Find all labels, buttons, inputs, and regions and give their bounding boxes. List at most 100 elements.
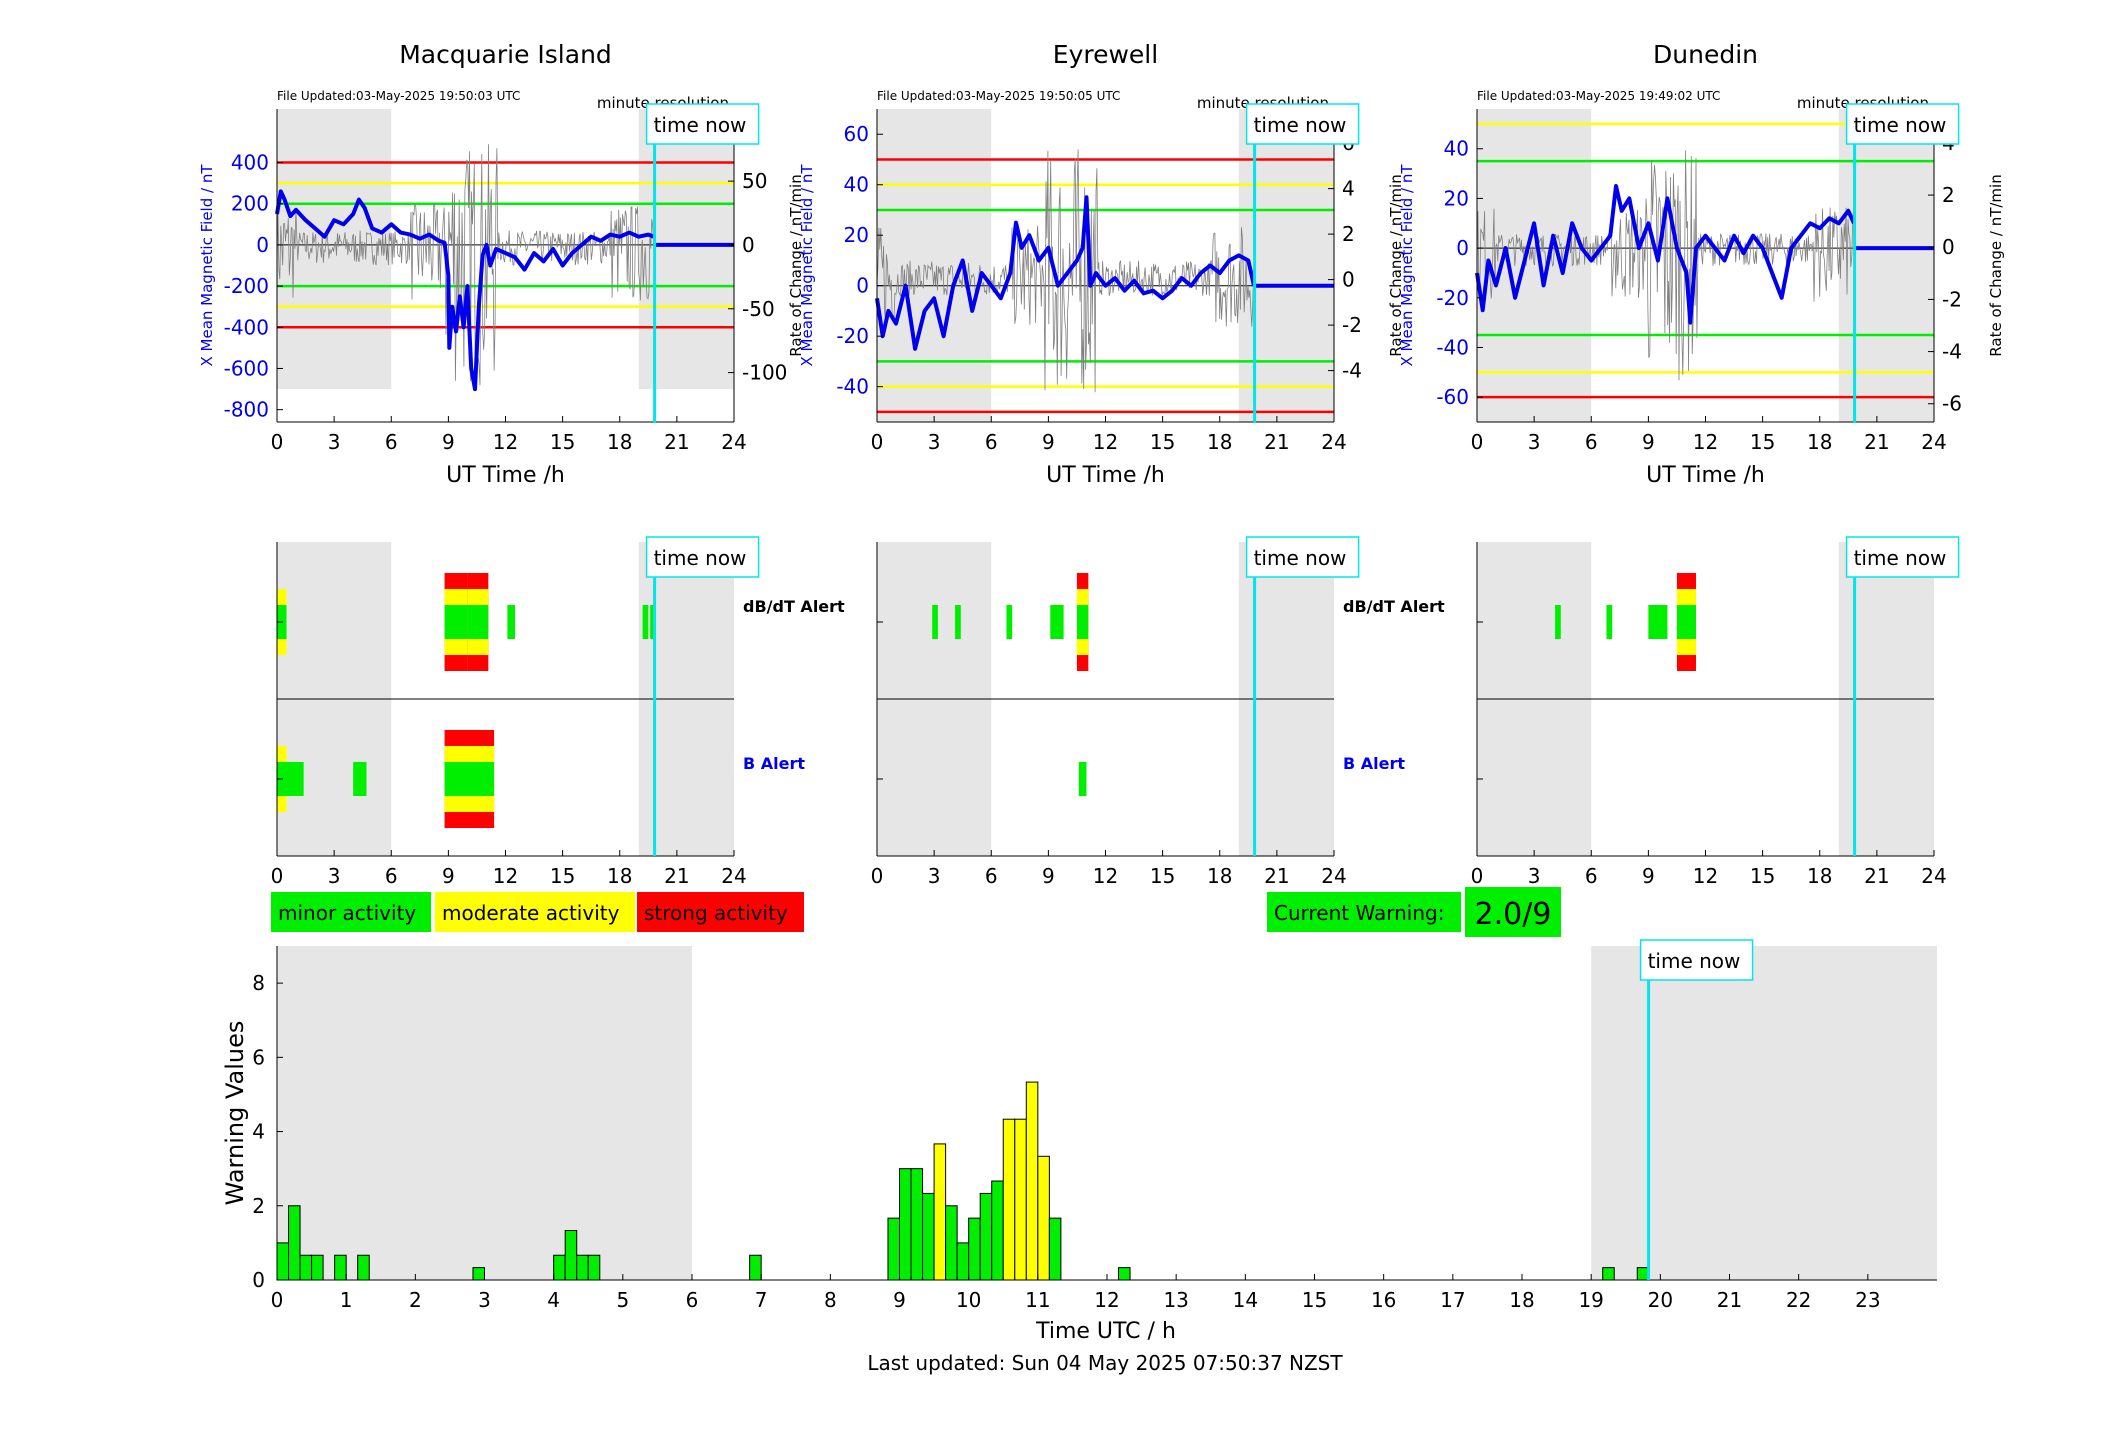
y-tick-label: 0 (1456, 236, 1469, 260)
dbdt-alert-block-minor (1050, 605, 1064, 639)
x-tick-label: 7 (755, 1288, 768, 1312)
warning-bar (1048, 1217, 1062, 1281)
warning-bar (749, 1254, 762, 1281)
rate-of-change-trace (1476, 150, 1855, 381)
y-right-tick-label: 2 (1942, 183, 1955, 207)
warning-bar (1602, 1267, 1615, 1281)
current-warning-box (1267, 892, 1461, 932)
night-shading (638, 109, 734, 390)
y-tick-label: -60 (1436, 385, 1469, 409)
x-tick-label: 9 (893, 1288, 906, 1312)
x-tick-label: 15 (1750, 864, 1775, 888)
x-tick-label: 6 (385, 864, 398, 888)
x-tick-label: 21 (664, 430, 689, 454)
dbdt-alert-block-minor (1676, 605, 1696, 639)
dbdt-alert-block-minor (1606, 605, 1613, 639)
y-tick-label: 20 (844, 223, 869, 247)
x-tick-label: 10 (956, 1288, 981, 1312)
y-tick-label: 20 (1444, 186, 1469, 210)
x-tick-label: 1 (340, 1288, 353, 1312)
x-tick-label: 15 (1750, 430, 1775, 454)
x-tick-label: 24 (1321, 864, 1346, 888)
x-tick-label: 11 (1025, 1288, 1050, 1312)
b-alert-label: B Alert (743, 754, 805, 773)
y-tick-label: 0 (856, 274, 869, 298)
time-now-box (645, 103, 760, 145)
x-tick-label: 24 (1921, 864, 1946, 888)
x-tick-label: 4 (547, 1288, 560, 1312)
warning-bar (899, 1168, 912, 1281)
x-tick-label: 18 (1509, 1288, 1534, 1312)
night-shading (1238, 109, 1334, 422)
x-tick-label: 22 (1786, 1288, 1811, 1312)
time-now-box (1845, 536, 1960, 578)
file-updated-label: File Updated:03-May-2025 19:49:02 UTC (1477, 89, 1720, 103)
x-tick-label: 9 (1642, 864, 1655, 888)
legend-strong-activity-swatch (637, 892, 804, 932)
y-axis-right-label: Rate of Change / nT/min (1987, 174, 2005, 356)
y-right-tick-label: 2 (1342, 222, 1355, 246)
y-tick-label: -400 (224, 315, 269, 339)
x-tick-label: 13 (1163, 1288, 1188, 1312)
legend-minor-activity-label: minor activity (278, 901, 416, 925)
x-tick-label: 18 (607, 430, 632, 454)
dbdt-alert-block-minor (932, 605, 938, 639)
y-tick-label: -600 (224, 356, 269, 380)
dbdt-alert-block-minor (955, 605, 961, 639)
y-right-tick-label: -6 (1942, 392, 1962, 416)
x-tick-label: 15 (1302, 1288, 1327, 1312)
x-tick-label: 9 (442, 430, 455, 454)
x-tick-label: 15 (550, 864, 575, 888)
y-tick-label: 6 (252, 1045, 265, 1069)
night-shading (1838, 109, 1934, 422)
x-tick-label: 2 (409, 1288, 422, 1312)
x-tick-label: 12 (1094, 1288, 1119, 1312)
x-tick-label: 0 (271, 430, 284, 454)
y-right-tick-label: -2 (1942, 287, 1962, 311)
magnetic-field-trace (875, 195, 1256, 351)
x-tick-label: 18 (1807, 430, 1832, 454)
x-tick-label: 9 (442, 864, 455, 888)
x-tick-label: 9 (1042, 430, 1055, 454)
legend-moderate-activity-swatch (435, 892, 635, 932)
y-tick-label: 0 (252, 1268, 265, 1292)
x-tick-label: 21 (1264, 864, 1289, 888)
warning-bar (564, 1230, 578, 1281)
y-tick-label: -800 (224, 398, 269, 422)
x-tick-label: 21 (1717, 1288, 1742, 1312)
warning-bar (311, 1254, 324, 1281)
dbdt-alert-block-minor (507, 605, 516, 639)
b-alert-label: B Alert (1343, 754, 1405, 773)
dbdt-alert-block-minor (650, 605, 656, 639)
x-tick-label: 16 (1371, 1288, 1396, 1312)
dbdt-alert-block-minor (1076, 605, 1089, 639)
x-tick-label: 24 (1921, 430, 1946, 454)
warning-bar (288, 1205, 301, 1281)
magnetic-field-trace (1475, 184, 1856, 325)
time-now-box (1845, 103, 1960, 145)
warning-bar (1014, 1118, 1027, 1281)
x-axis-label: Time UTC / h (1035, 1319, 1176, 1344)
y-axis-label: Warning Values (221, 1021, 249, 1206)
time-now-label: time now (654, 546, 747, 570)
x-tick-label: 0 (271, 1288, 284, 1312)
x-tick-label: 3 (928, 430, 941, 454)
magnetic-field-trace (275, 189, 655, 392)
time-now-box (645, 536, 760, 578)
warning-bar (991, 1180, 1004, 1281)
x-tick-label: 15 (550, 430, 575, 454)
x-tick-label: 24 (721, 430, 746, 454)
x-tick-label: 6 (985, 864, 998, 888)
y-right-tick-label: 50 (742, 169, 767, 193)
x-tick-label: 21 (664, 864, 689, 888)
b-alert-block-minor (1078, 762, 1087, 796)
x-tick-label: 17 (1440, 1288, 1465, 1312)
x-tick-label: 6 (1585, 864, 1598, 888)
x-axis-label: UT Time /h (1646, 463, 1765, 488)
warning-bar (968, 1217, 981, 1281)
x-tick-label: 21 (1864, 864, 1889, 888)
current-warning-value: 2.0/9 (1475, 897, 1552, 932)
time-now-label: time now (1254, 113, 1347, 137)
y-tick-label: 60 (844, 122, 869, 146)
